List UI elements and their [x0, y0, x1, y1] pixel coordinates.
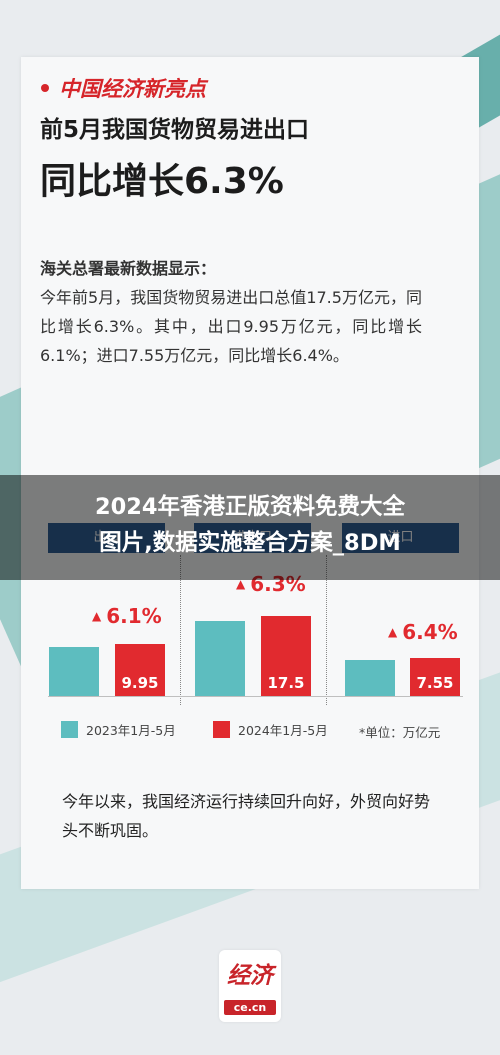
logo-chars: 经济: [227, 962, 273, 989]
bar-value-label-0: 9.95: [121, 674, 159, 692]
legend-item-2024: 2024年1月-5月: [213, 720, 328, 739]
chart-baseline: [48, 696, 463, 697]
up-triangle-icon: ▲: [236, 577, 246, 591]
growth-value: 6.4%: [402, 620, 458, 644]
bar-2024-1: 17.5: [261, 616, 311, 696]
bar-2023-0: [49, 647, 99, 696]
bar-2023-2: [345, 660, 395, 696]
content-card: 中国经济新亮点: [21, 57, 479, 889]
body-text: 今年前5月，我国货物贸易进出口总值17.5万亿元，同比增长6.3%。其中，出口9…: [40, 288, 422, 365]
brand-dot-icon: [41, 84, 49, 92]
overlay-title-line2: 图片,数据实施整合方案_8DM: [99, 530, 401, 556]
legend-label-2023: 2023年1月-5月: [86, 723, 176, 738]
legend-label-2024: 2024年1月-5月: [238, 723, 328, 738]
growth-label-0: ▲ 6.1%: [92, 604, 162, 628]
ce-logo: 经济 ce.cn: [219, 950, 281, 1022]
body-title: 海关总署最新数据显示：: [40, 259, 217, 278]
growth-value: 6.1%: [106, 604, 162, 628]
headline-line1: 前5月我国货物贸易进出口: [40, 117, 310, 143]
chart-divider: [326, 555, 327, 705]
chart-unit-note: *单位：万亿元: [359, 725, 441, 740]
brand-title: 中国经济新亮点: [59, 76, 206, 101]
brand-header: 中国经济新亮点: [41, 73, 206, 103]
bar-2024-2: 7.55: [410, 658, 460, 696]
legend-item-2023: 2023年1月-5月: [61, 720, 176, 739]
bar-2024-0: 9.95: [115, 644, 165, 696]
headline-line2: 同比增长6.3%: [40, 161, 284, 202]
growth-label-2: ▲ 6.4%: [388, 620, 458, 644]
footer-text: 今年以来，我国经济运行持续回升向好，外贸向好势头不断巩固。: [62, 792, 431, 840]
bar-value-label-2: 7.55: [416, 674, 454, 692]
overlay-title-line1: 2024年香港正版资料免费大全: [94, 494, 406, 520]
bar-2023-1: [195, 621, 245, 696]
legend-swatch-2023: [61, 721, 78, 738]
chart-divider: [180, 555, 181, 705]
up-triangle-icon: ▲: [92, 609, 102, 623]
logo-domain: ce.cn: [224, 1000, 276, 1015]
legend-swatch-2024: [213, 721, 230, 738]
bar-value-label-1: 17.5: [267, 674, 305, 692]
watermark-overlay: [0, 475, 500, 580]
up-triangle-icon: ▲: [388, 625, 398, 639]
